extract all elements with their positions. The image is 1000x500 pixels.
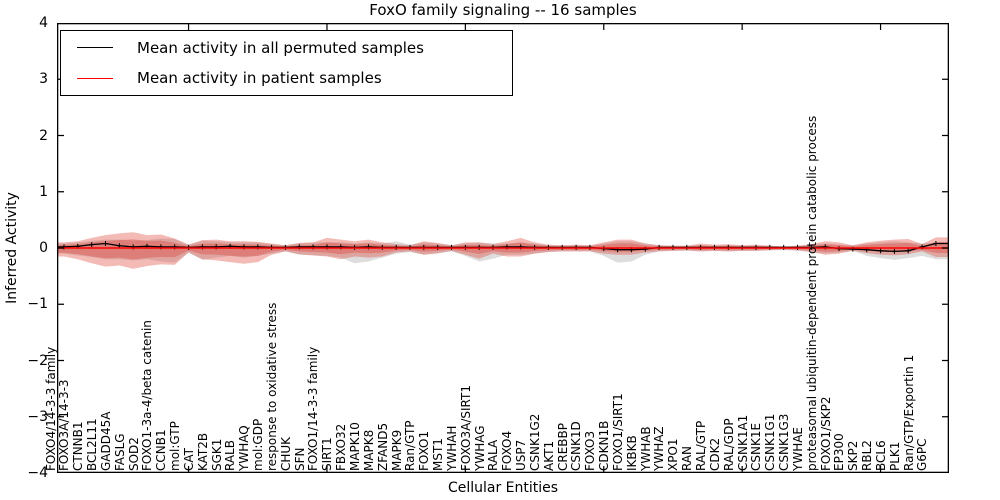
patient-band-inner [57,239,949,260]
legend-entry-permuted: Mean activity in all permuted samples [61,34,512,62]
x-category-label: FOXO1 [417,430,432,471]
x-category-label: YWHAB [638,426,653,471]
x-category-label: SIRT1 [320,437,335,471]
axis-ticks [57,23,949,473]
patient-band-outer [57,232,949,269]
x-category-label: FOXO3A/14-3-3 [57,379,72,471]
x-category-label: RALA [486,439,501,471]
x-category-label: YWHAZ [652,426,667,471]
x-category-label: CDK2 [707,437,722,471]
x-category-label: mol:GTP [168,421,183,471]
x-category-label: FOXO1/14-3-3 family [306,346,321,471]
x-category-label: BCL2L11 [85,418,100,471]
y-tick-label: 1 [39,183,48,200]
x-category-label: BCL6 [873,440,888,471]
x-category-label: XPO1 [666,438,681,471]
plot-area [57,23,949,473]
x-category-label: SGK1 [209,438,224,471]
x-category-label: KAT2B [195,432,210,471]
legend-label-permuted: Mean activity in all permuted samples [137,38,424,57]
x-category-label: RBL2 [860,440,875,471]
x-category-label: SFN [292,447,307,472]
x-category-label: FOXO1/SIRT1 [610,393,625,471]
y-tick-label: 2 [39,127,48,144]
x-category-label: FOXO1-3a-4/beta catenin [140,320,155,471]
x-category-label: CHUK [278,436,293,471]
x-category-label: response to oxidative stress [264,302,279,471]
permuted-band [57,238,949,264]
x-category-label: CSNK1G1 [763,413,778,471]
y-axis-title: Inferred Activity [4,192,20,304]
x-category-label: FOXO4 [500,430,515,471]
x-category-label: GADD45A [98,411,113,471]
x-category-label: EP300 [832,433,847,471]
x-category-label: IKBKB [624,435,639,471]
y-tick-label: −1 [27,296,48,313]
y-tick-label: −4 [27,465,48,481]
x-category-label: RAN [680,445,695,471]
legend-line-sample-patient [77,77,113,79]
x-category-label: RAL/GTP [693,420,708,471]
x-category-label: AKT1 [541,440,556,471]
x-category-label: ZFAND5 [375,422,390,471]
x-category-label: proteasomal ubiquitin-dependent protein … [804,115,819,471]
x-category-label: CAT [181,448,196,471]
x-category-label: FOXO4/14-3-3 family [43,346,58,471]
x-category-label: MST1 [431,438,446,471]
x-category-label: USP7 [514,439,529,471]
x-category-label: FASLG [112,433,127,471]
x-category-label: CCNB1 [154,429,169,471]
x-category-label: CSNK1G2 [527,413,542,471]
x-category-label: RALB [223,440,238,471]
x-category-label: mol:GDP [251,418,266,471]
x-category-label: MAPK10 [347,422,362,471]
plot-frame [57,23,949,473]
legend-label-patient: Mean activity in patient samples [137,69,382,88]
x-category-label: FOXO3A/SIRT1 [458,385,473,471]
x-category-label: PLK1 [887,441,902,471]
chart-title: FoxO family signaling -- 16 samples [369,1,637,19]
y-tick-label: −2 [27,352,48,369]
x-category-label: CSNK1E [749,422,764,471]
x-category-label: G6PC [915,438,930,471]
y-tick-label: 0 [39,240,48,256]
y-tick-label: 4 [39,15,48,31]
legend-entry-patient: Mean activity in patient samples [61,64,512,92]
x-category-label: RAL/GDP [721,418,736,471]
x-category-label: CREBBP [555,423,570,471]
x-category-label: FOXO3 [583,430,598,471]
legend: Mean activity in all permuted samples Me… [60,30,513,96]
x-category-label: YWHAG [472,425,487,471]
x-category-label: SKP2 [846,440,861,471]
x-category-label: CSNK1A1 [735,414,750,471]
x-category-label: CSNK1D [569,421,584,471]
x-category-label: SOD2 [126,437,141,471]
y-tick-label: 3 [39,71,48,88]
x-category-label: MAPK8 [361,429,376,471]
x-axis-title: Cellular Entities [447,480,559,496]
legend-line-sample-permuted [77,47,113,49]
x-category-label: Ran/GTP [403,420,418,471]
x-category-label: CSNK1G3 [777,413,792,471]
x-category-label: YWHAE [790,426,805,471]
x-category-label: FBXO32 [334,423,349,471]
x-category-label: MAPK9 [389,429,404,471]
x-category-label: FOXO1/SKP2 [818,396,833,471]
y-tick-label: −3 [27,408,48,425]
x-category-label: YWHAQ [237,425,252,471]
x-category-label: Ran/GTP/Exportin 1 [901,354,916,471]
x-category-label: YWHAH [444,425,459,471]
x-category-label: CDKN1B [597,420,612,471]
x-category-label: CTNNB1 [71,421,86,471]
